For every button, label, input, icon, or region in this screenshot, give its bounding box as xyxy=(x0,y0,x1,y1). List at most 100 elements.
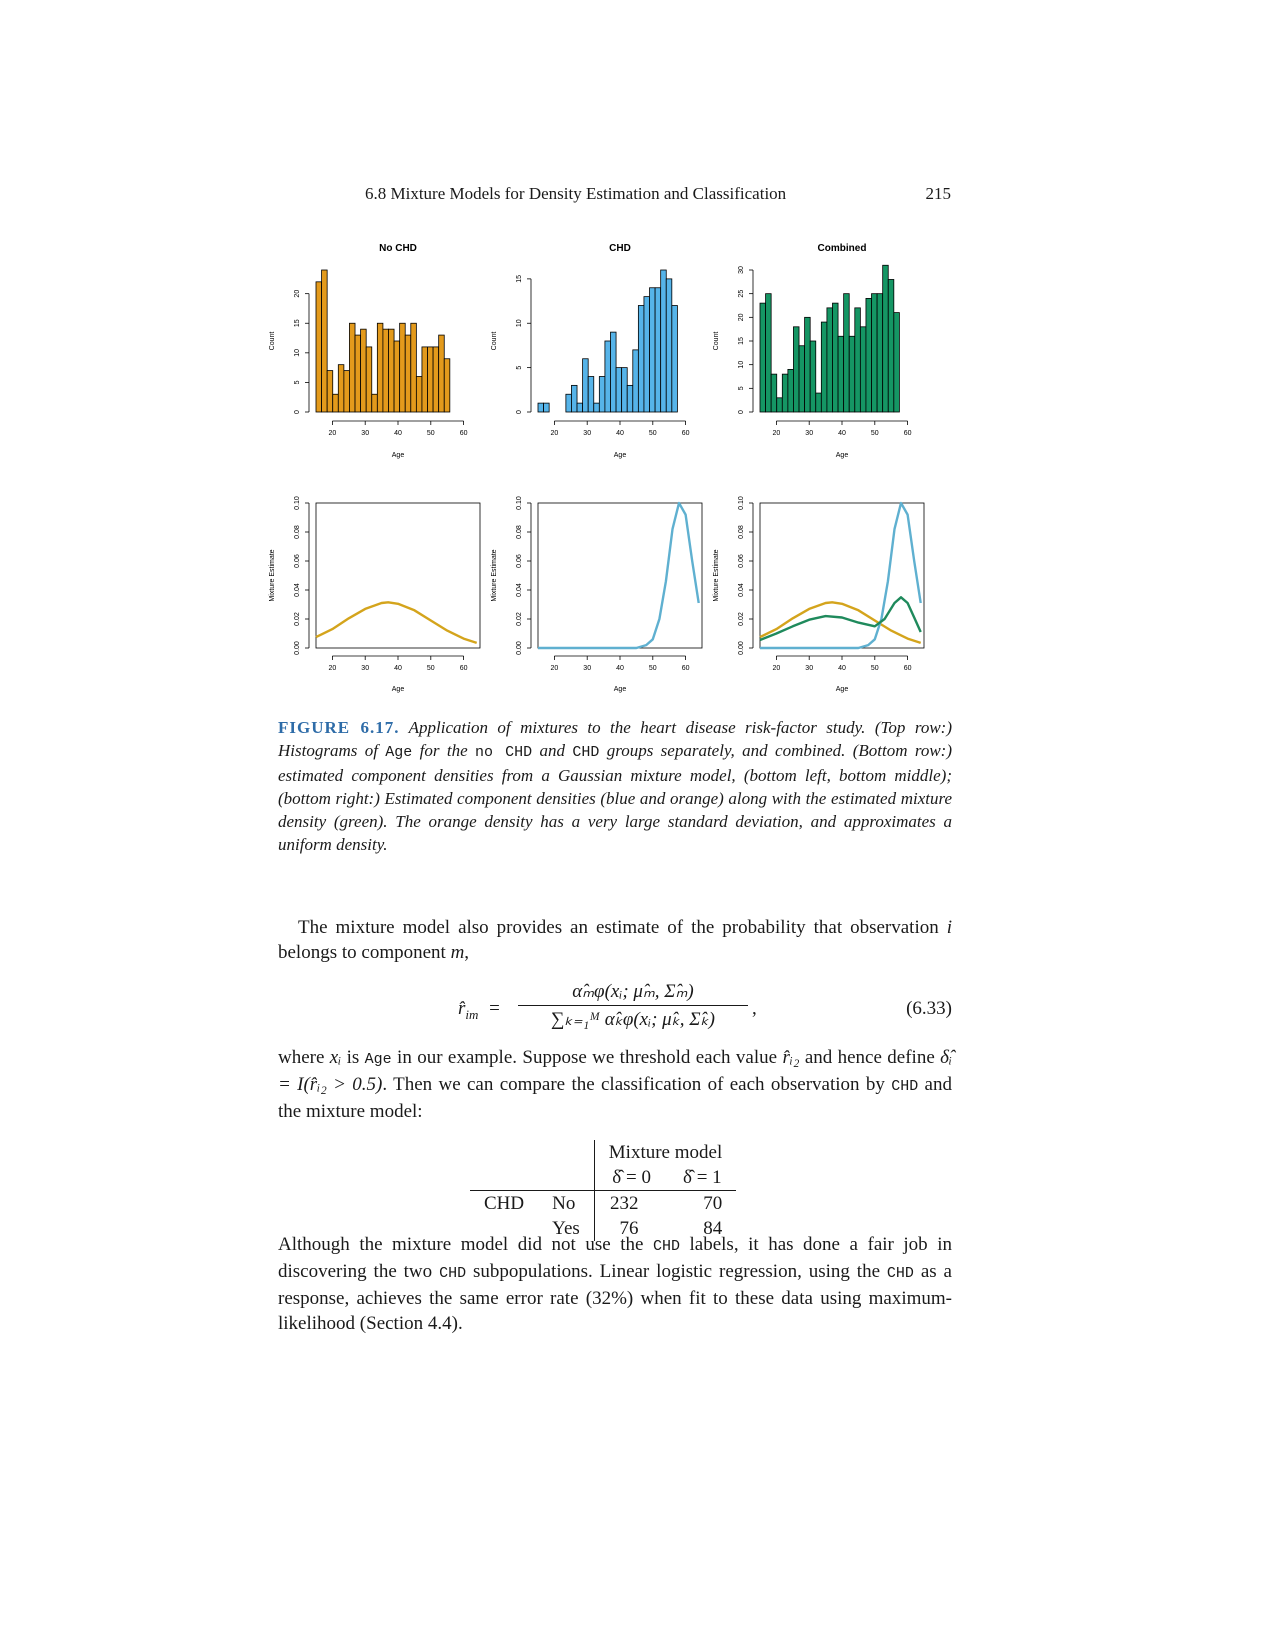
y-axis-label: Count xyxy=(269,332,276,351)
y-tick-label: 0.10 xyxy=(294,496,301,510)
y-tick-label: 0.06 xyxy=(516,554,523,568)
histogram-bar xyxy=(576,402,584,413)
histogram-bar xyxy=(626,384,634,413)
y-tick-label: 15 xyxy=(516,275,523,283)
y-tick-label: 0.02 xyxy=(516,612,523,626)
x-axis-label: Age xyxy=(836,686,849,693)
x-tick-label: 20 xyxy=(773,430,781,437)
table-col-2: δ̂ = 1 xyxy=(683,1166,722,1188)
histogram-bar xyxy=(660,269,667,413)
figure-label: FIGURE 6.17. xyxy=(278,718,400,737)
histogram-bar xyxy=(665,278,673,413)
histogram-bar xyxy=(837,335,845,413)
x-tick-label: 20 xyxy=(329,665,337,672)
x-tick-label: 30 xyxy=(583,430,591,437)
histogram-bar xyxy=(565,393,572,413)
histogram-bar xyxy=(882,264,889,413)
x-tick-label: 30 xyxy=(805,665,813,672)
histogram-bar xyxy=(376,322,384,413)
histogram-bar xyxy=(815,392,822,413)
figure-caption: FIGURE 6.17. Application of mixtures to … xyxy=(278,718,952,854)
x-tick-label: 60 xyxy=(682,665,690,672)
histogram-bar xyxy=(332,393,339,413)
x-tick-label: 40 xyxy=(394,665,402,672)
histogram-bar xyxy=(604,340,611,413)
plot-frame xyxy=(537,502,703,649)
x-tick-label: 50 xyxy=(427,430,435,437)
equation-denominator: ∑ₖ₌₁ᴹ α̂ₖφ(xᵢ; μ̂ₖ, Σ̂ₖ) xyxy=(550,1009,716,1030)
x-tick-label: 60 xyxy=(460,665,468,672)
density-curve xyxy=(759,601,922,645)
y-tick-label: 0.08 xyxy=(738,525,745,539)
histogram-bar xyxy=(598,376,606,413)
density-curve xyxy=(759,596,922,642)
chart-title: No CHD xyxy=(379,243,417,254)
x-tick-label: 40 xyxy=(838,665,846,672)
x-tick-label: 50 xyxy=(649,430,657,437)
table-row-group: CHD xyxy=(484,1192,525,1214)
x-axis-label: Age xyxy=(836,452,849,459)
histogram-bar xyxy=(321,269,328,413)
x-tick-label: 20 xyxy=(551,430,559,437)
histogram-bar xyxy=(587,376,595,413)
running-head-title: 6.8 Mixture Models for Density Estimatio… xyxy=(365,184,787,203)
histogram-bar xyxy=(432,346,440,413)
histogram-bar xyxy=(537,402,544,413)
chart-title: CHD xyxy=(609,243,631,254)
x-tick-label: 50 xyxy=(871,430,879,437)
histogram-bar xyxy=(438,334,445,413)
y-tick-label: 5 xyxy=(738,386,745,390)
histogram-bar xyxy=(798,345,806,413)
histogram-bar xyxy=(610,331,617,413)
y-axis-label: Mixture Estimate xyxy=(713,549,720,601)
histogram-bar xyxy=(654,287,662,413)
y-tick-label: 5 xyxy=(294,380,301,384)
chart-panel-4 xyxy=(305,502,481,660)
y-tick-label: 0.04 xyxy=(516,583,523,597)
x-tick-label: 30 xyxy=(805,430,813,437)
x-tick-label: 60 xyxy=(682,430,690,437)
histogram-bar xyxy=(804,316,811,413)
y-tick-label: 0.00 xyxy=(516,641,523,655)
y-tick-label: 0 xyxy=(516,410,523,414)
y-tick-label: 20 xyxy=(738,313,745,321)
histogram-bar xyxy=(854,307,861,413)
histogram-bar xyxy=(393,340,401,413)
histogram-bar xyxy=(421,346,428,413)
density-curve xyxy=(538,501,700,650)
page-number: 215 xyxy=(925,184,952,203)
histogram-bar xyxy=(543,402,550,413)
equation-fraction: α̂ₘφ(xᵢ; μ̂ₘ, Σ̂ₘ) ∑ₖ₌₁ᴹ α̂ₖφ(xᵢ; μ̂ₖ, Σ… xyxy=(518,980,748,1031)
histogram-bar xyxy=(382,328,389,413)
y-axis-label: Mixture Estimate xyxy=(269,549,276,601)
histogram-bar xyxy=(337,364,345,413)
histogram-bar xyxy=(637,305,645,413)
x-tick-label: 20 xyxy=(329,430,337,437)
chart-title: Combined xyxy=(818,243,867,254)
y-tick-label: 0.04 xyxy=(738,583,745,597)
histogram-bar xyxy=(582,358,589,413)
density-curve xyxy=(760,501,922,650)
y-tick-label: 0 xyxy=(294,410,301,414)
y-tick-label: 10 xyxy=(738,361,745,369)
y-axis-label: Mixture Estimate xyxy=(491,549,498,601)
y-tick-label: 30 xyxy=(738,266,745,274)
y-tick-label: 15 xyxy=(738,337,745,345)
table-col-1: δ̂ = 0 xyxy=(593,1165,669,1191)
histogram-bar xyxy=(415,376,423,413)
histogram-bar xyxy=(326,370,334,413)
histogram-bar xyxy=(887,279,895,413)
histogram-bar xyxy=(410,322,417,413)
y-tick-label: 0.10 xyxy=(738,496,745,510)
plot-frame xyxy=(759,502,925,649)
histogram-bar xyxy=(443,358,451,413)
x-tick-label: 20 xyxy=(773,665,781,672)
paragraph-2: where xᵢ is Age in our example. Suppose … xyxy=(278,1047,952,1122)
x-tick-label: 60 xyxy=(460,430,468,437)
histogram-bar xyxy=(765,293,772,413)
chart-panel-3 xyxy=(749,264,908,425)
x-axis-label: Age xyxy=(392,452,405,459)
equation-lhs: r̂im = xyxy=(458,998,500,1022)
histogram-bar xyxy=(632,349,639,413)
histogram-bar xyxy=(826,307,833,413)
